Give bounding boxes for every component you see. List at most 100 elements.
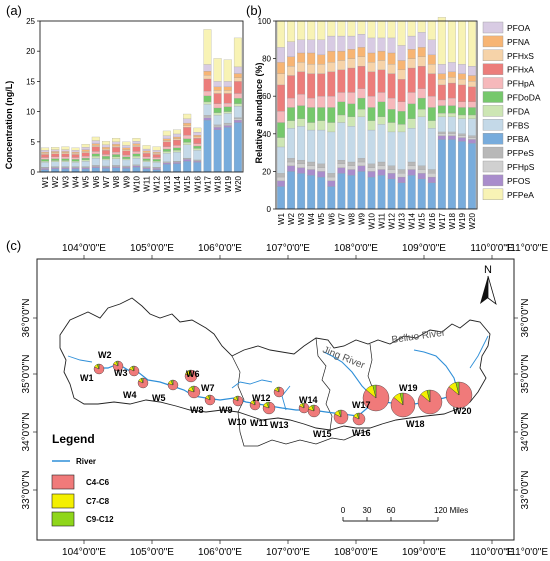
panel-a-bar-W18-PFPeA <box>213 58 222 82</box>
panel-b-bar-W14-PFDA <box>407 118 416 129</box>
panel-a-bar-W4-PFNA <box>71 151 80 154</box>
panel-b-bar-W3-PFBS <box>297 126 306 161</box>
map-graticule: 104°0'0"E 104°0'0"E 105°0'0"E 105°0'0"E 106°… <box>21 243 548 558</box>
panel-b-bar-W8-PFPeS <box>347 161 356 166</box>
panel-b-bar-W17-PFNA <box>437 73 446 80</box>
lon-label-top-5: 109°0'0"E <box>402 243 446 254</box>
panel-a-bar-W9-PFDA <box>122 158 131 161</box>
panel-a-bar-W14-PFHxA <box>173 139 182 146</box>
panel-a-bar-W3-PFDoDA <box>61 158 70 161</box>
panel-a-bar-W7-PFOA <box>101 144 110 148</box>
panel-b-ylabel: Relative abundance (%) <box>254 62 264 163</box>
panel-b-bar-W14-PFNA <box>407 49 416 59</box>
panel-b-bar-W6-PFHxS <box>327 62 336 72</box>
panel-b-bar-W10-PFBA <box>367 176 376 210</box>
panel-b-bar-W10-PFHxS <box>367 62 376 72</box>
panel-a-bar-W18-PFPeS <box>213 124 222 127</box>
panel-a-bar-W18-PFOA <box>213 81 222 87</box>
site-label-W5: W5 <box>152 393 166 403</box>
panel-a-bar-W19-PFPeS <box>223 122 232 125</box>
panel-b-bar-W18-PFDA <box>447 112 456 118</box>
panel-b-bar-W7-PFHpA <box>337 92 346 102</box>
panel-a: (a) Concentration (ng/L) W1 W2 W3 W4 W5 W6 W7 W… <box>4 3 244 192</box>
panel-b-bar-W8-PFHxS <box>347 58 356 69</box>
panel-b-bar-W9-PFDoDA <box>357 97 366 110</box>
panel-b-bar-W5-PFOS <box>317 171 326 178</box>
panel-b-bar-W9-PFPeA <box>357 20 366 35</box>
panel-a-ylabel: Concentration (ng/L) <box>4 81 14 170</box>
panel-a-bar-W20-PFHxS <box>233 77 242 82</box>
scale-bar: 0 30 60 120 Miles <box>341 506 468 522</box>
pie-W8-C4-C6 <box>204 394 216 406</box>
panel-a-bar-W2-PFOS <box>51 167 60 170</box>
panel-a-bar-W7-PFHxA <box>101 150 110 155</box>
panel-a-bar-W12-PFHxA <box>152 154 161 158</box>
panel-a-bar-W16-PFBS <box>193 150 202 161</box>
panel-b-bars <box>277 17 476 210</box>
panel-b-bar-W2-PFDoDA <box>287 107 296 121</box>
panel-b-bar-W6-PFPeA <box>327 20 336 37</box>
panel-a-bar-W20-PFOS <box>233 119 242 123</box>
panel-b-xtick-W9: W9 <box>357 212 366 225</box>
pie-W11-C9-C12 <box>266 401 270 409</box>
panel-a-bar-W5-PFOA <box>81 147 90 150</box>
pie-W12-C9-C12 <box>276 386 280 393</box>
panel-b-bar-W13-PFHxS <box>397 69 406 80</box>
panel-a-bar-W18-PFBA <box>213 129 222 173</box>
legend-c9c12-label: C9-C12 <box>86 515 114 524</box>
panel-a-bar-W3-PFBS <box>61 161 70 167</box>
sub-basin-boundary <box>231 337 375 447</box>
north-arrow-right <box>487 275 497 306</box>
site-label-W7: W7 <box>201 383 215 393</box>
panel-b-ytick-80: 80 <box>262 55 271 64</box>
panel-b-bar-W12-PFOS <box>387 173 396 180</box>
panel-b-bar-W2-PFPeA <box>287 20 296 42</box>
panel-a-bar-W4-PFOS <box>71 167 80 170</box>
panel-a-bar-W18-PFDA <box>213 112 222 116</box>
panel-a-bar-W19-PFHxA <box>223 93 232 104</box>
pie-W6-C4-C6 <box>184 369 198 383</box>
panel-b-bar-W16-PFHxA <box>427 73 436 97</box>
panel-b-bar-W20-PFOS <box>468 139 476 144</box>
panel-b-bar-W19-PFHpS <box>457 135 466 138</box>
panel-b-bar-W8-PFBA <box>347 175 356 210</box>
panel-a-bar-W13-PFBA <box>162 164 171 173</box>
panel-b-axes: W1 W2 W3 W4 W5 W6 W7 W8 W9 W10 W11 W12 W13 W14 W15 W16 W… <box>258 17 478 229</box>
panel-b-bar-W8-PFPeA <box>347 20 356 37</box>
panel-b-bar-W4-PFOA <box>307 39 316 54</box>
panel-b-legend: PFOA PFNA PFHxS PFHxA PFHpA PFDoDA PFDA PFBS PFB… <box>482 21 541 201</box>
panel-a-bar-W3-PFPeA <box>61 146 70 150</box>
panel-a-bar-W9-PFBS <box>122 159 131 167</box>
panel-a-xtick-W5: W5 <box>82 175 91 188</box>
legend-label-PFDoDA: PFDoDA <box>507 93 541 103</box>
panel-a-bar-W2-PFHpA <box>51 156 60 159</box>
panel-a-bar-W15-PFDA <box>183 142 192 145</box>
panel-a-ytick-0: 0 <box>31 168 36 177</box>
panel-a-bar-W10-PFNA <box>132 143 141 146</box>
lon-label-top-3: 107°0'0"E <box>266 243 310 254</box>
panel-a-xtick-W13: W13 <box>163 175 172 192</box>
panel-b-bar-W7-PFBS <box>337 122 346 161</box>
legend-label-PFPeA: PFPeA <box>507 190 534 200</box>
site-label-W11: W11 <box>250 418 268 428</box>
panel-a-bar-W5-PFDoDA <box>81 157 90 161</box>
panel-a-bar-W14-PFHxS <box>173 138 182 141</box>
legend-swatch-PFOA <box>482 21 504 34</box>
lon-label-bottom-3: 107°0'0"E <box>266 547 310 558</box>
panel-b-bar-W15-PFDoDA <box>417 97 426 110</box>
panel-b-bar-W18-PFDoDA <box>447 105 456 114</box>
pie-W9-C4-C6 <box>232 395 244 407</box>
pie-W11-C4-C6 <box>262 401 276 415</box>
panel-b-bar-W5-PFHxS <box>317 64 326 74</box>
site-label-W9: W9 <box>219 405 233 415</box>
panel-a-bar-W11-PFOS <box>142 167 151 170</box>
legend-swatch-PFNA <box>482 35 504 48</box>
panel-b-bar-W2-PFNA <box>287 56 296 67</box>
panel-a-bar-W8-PFDoDA <box>112 154 121 158</box>
panel-a-bar-W5-PFPeA <box>81 144 90 148</box>
pie-W13-C9-C12 <box>301 402 305 409</box>
panel-b-bar-W12-PFPeA <box>387 20 396 39</box>
panel-b-ytick-60: 60 <box>262 92 271 101</box>
panel-b-bar-W8-PFOS <box>347 169 356 176</box>
panel-b-bar-W4-PFPeA <box>307 20 316 40</box>
